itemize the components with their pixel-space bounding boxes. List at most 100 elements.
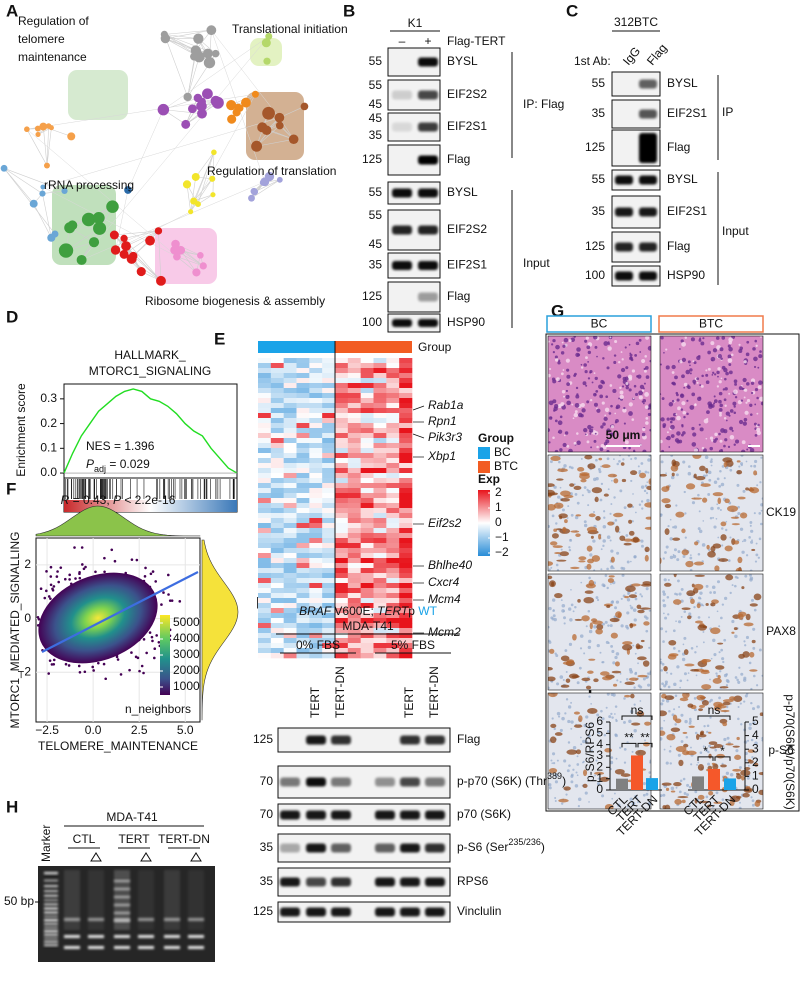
heat-cell	[296, 518, 310, 524]
colorbar-tick-label: 5000	[173, 615, 200, 629]
ladder-band	[44, 889, 58, 893]
mw-label: 55	[369, 54, 383, 68]
nucleus	[760, 509, 763, 512]
heat-cell	[347, 523, 361, 529]
point	[82, 567, 86, 571]
nucleus	[750, 796, 753, 799]
nucleus	[708, 404, 713, 409]
heat-cell	[360, 438, 374, 444]
heat-cell	[373, 433, 387, 439]
heat-cell	[296, 508, 310, 514]
nucleus	[570, 774, 574, 778]
nucleus	[663, 719, 666, 722]
nucleus	[619, 455, 622, 457]
stain	[644, 554, 649, 562]
point	[52, 585, 56, 588]
stain	[685, 483, 696, 490]
nucleus	[733, 411, 737, 415]
nucleus	[591, 722, 594, 725]
heat-cell	[399, 593, 413, 599]
nucleus	[633, 729, 637, 733]
heat-cell	[347, 423, 361, 429]
heat-cell	[399, 428, 413, 434]
nucleus	[723, 477, 726, 480]
nucleus	[725, 371, 729, 376]
heat-cell	[347, 543, 361, 549]
nucleus	[588, 629, 593, 634]
stain	[637, 609, 645, 614]
band	[375, 843, 395, 853]
heat-cell	[258, 518, 272, 524]
nucleus	[606, 730, 610, 733]
heat-cell	[335, 633, 349, 639]
nucleus	[600, 425, 604, 429]
stain-label: CK19	[766, 505, 796, 519]
heat-cell	[360, 358, 374, 364]
heat-cell	[347, 633, 361, 639]
nucleus	[648, 455, 651, 457]
nucleus	[554, 419, 558, 423]
node	[121, 241, 131, 251]
nucleus	[755, 758, 758, 761]
heat-cell	[258, 598, 272, 604]
nucleus	[662, 603, 667, 608]
heat-cell	[258, 543, 272, 549]
nucleus	[594, 376, 598, 381]
nucleus	[691, 442, 697, 447]
nucleus	[570, 720, 574, 724]
stain	[549, 541, 558, 546]
nucleus	[733, 443, 736, 446]
plot-title: HALLMARK_	[114, 348, 186, 362]
node	[145, 235, 155, 246]
nucleus	[571, 403, 574, 406]
point	[49, 597, 52, 600]
stain	[705, 603, 709, 606]
color-bar	[478, 490, 490, 556]
stain	[556, 559, 567, 562]
nucleus	[686, 399, 689, 402]
nucleus	[590, 702, 592, 705]
heat-cell	[360, 543, 374, 549]
nucleus	[675, 391, 679, 395]
point	[78, 571, 81, 574]
nucleus	[718, 391, 723, 396]
nucleus	[661, 682, 664, 686]
nucleus	[708, 744, 712, 748]
nucleus	[665, 630, 668, 633]
heat-cell	[360, 563, 374, 569]
nucleus	[560, 372, 564, 376]
nucleus	[634, 457, 637, 460]
stain	[607, 473, 618, 478]
group-label: IP	[722, 105, 733, 119]
blot-label: EIF2S2	[447, 87, 487, 101]
nucleus	[665, 699, 670, 703]
heat-cell	[270, 518, 284, 524]
band	[392, 122, 412, 132]
stain	[663, 665, 668, 672]
stain	[629, 622, 634, 629]
heat-cell	[347, 533, 361, 539]
nucleus	[723, 444, 726, 448]
heat-cell	[258, 638, 272, 644]
band	[615, 242, 633, 252]
nucleus	[580, 457, 583, 460]
heat-cell	[309, 513, 323, 519]
heat-cell	[399, 453, 413, 459]
nucleus	[745, 460, 748, 463]
nucleus	[689, 364, 691, 367]
stain	[575, 514, 582, 517]
gene-label: Xbp1	[427, 449, 456, 463]
nucleus	[556, 569, 560, 571]
heat-cell	[386, 538, 400, 544]
nucleus	[647, 404, 651, 410]
nucleus	[590, 446, 593, 449]
cell-line: 312BTC	[614, 15, 658, 29]
nucleus	[566, 400, 571, 406]
stain	[753, 593, 762, 601]
heat-cell	[309, 448, 323, 454]
text-part: p-S6 (Ser	[457, 840, 508, 854]
nucleus	[660, 363, 662, 366]
stain	[623, 538, 633, 542]
heat-cell	[335, 603, 349, 609]
nucleus	[702, 337, 705, 340]
